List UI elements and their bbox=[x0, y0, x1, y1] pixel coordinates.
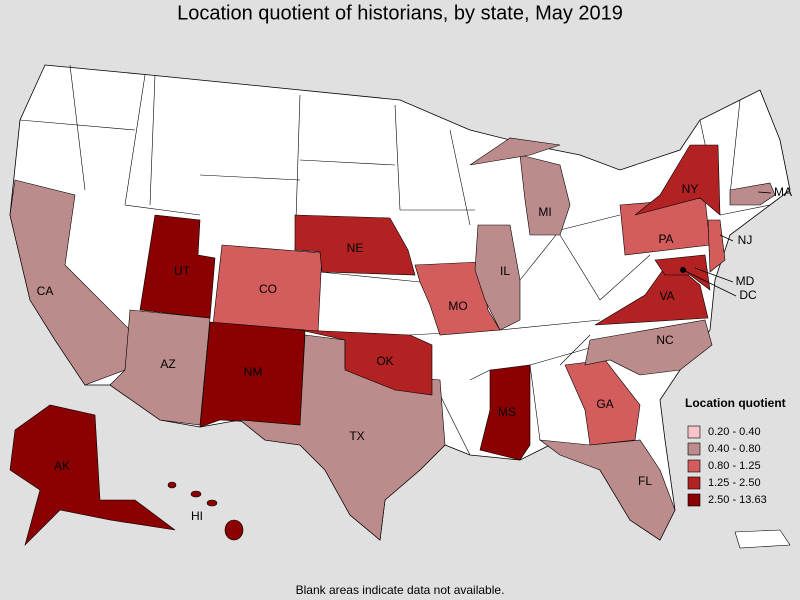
state bbox=[139, 214, 216, 319]
state-label: NJ bbox=[738, 233, 753, 247]
state bbox=[9, 179, 131, 386]
state bbox=[707, 219, 726, 273]
state-label: VA bbox=[659, 289, 674, 303]
state-label: NC bbox=[656, 333, 674, 347]
legend-swatch bbox=[687, 442, 701, 456]
legend-label: 0.40 - 0.80 bbox=[708, 443, 761, 455]
leader-line bbox=[682, 269, 737, 297]
state bbox=[224, 519, 244, 541]
state-label: NE bbox=[347, 241, 364, 255]
legend-title: Location quotient bbox=[685, 396, 786, 410]
legend-label: 1.25 - 2.50 bbox=[708, 477, 761, 489]
legend-label: 0.20 - 0.40 bbox=[708, 426, 761, 438]
state bbox=[469, 137, 561, 166]
state-label: MO bbox=[448, 299, 467, 313]
state bbox=[206, 499, 218, 507]
map-title: Location quotient of historians, by stat… bbox=[177, 2, 623, 24]
state-label: OK bbox=[376, 354, 393, 368]
state-label: CA bbox=[37, 284, 54, 298]
state bbox=[519, 154, 571, 236]
state-label: FL bbox=[638, 474, 652, 488]
state-label: NM bbox=[244, 365, 263, 379]
state-label: GA bbox=[596, 397, 613, 411]
leader-line bbox=[757, 191, 772, 194]
legend: Location quotient 0.20 - 0.40 0.40 - 0.80… bbox=[685, 396, 786, 507]
state bbox=[538, 439, 676, 541]
state bbox=[190, 490, 202, 498]
state-label: MD bbox=[736, 274, 755, 288]
state bbox=[634, 144, 721, 216]
state bbox=[294, 214, 416, 276]
state bbox=[299, 329, 433, 396]
state-label: MI bbox=[538, 205, 551, 219]
state-label: CO bbox=[259, 282, 277, 296]
state-label: MS bbox=[498, 405, 516, 419]
state bbox=[584, 319, 713, 376]
legend-swatch bbox=[687, 425, 701, 439]
state-label: AK bbox=[54, 459, 70, 473]
state-label: IL bbox=[500, 264, 510, 278]
legend-swatch bbox=[687, 476, 701, 490]
puerto-rico bbox=[734, 529, 791, 549]
state-label: PA bbox=[658, 232, 673, 246]
state-label: MA bbox=[774, 185, 792, 199]
state-label: DC bbox=[739, 288, 757, 302]
footnote: Blank areas indicate data not available. bbox=[296, 583, 505, 597]
state bbox=[9, 404, 176, 547]
legend-swatch bbox=[687, 459, 701, 473]
state-label: NY bbox=[682, 182, 699, 196]
state bbox=[729, 182, 776, 206]
legend-label: 2.50 - 13.63 bbox=[708, 494, 767, 506]
leader-line bbox=[719, 234, 734, 242]
state-label: HI bbox=[191, 509, 203, 523]
leader-line bbox=[694, 267, 734, 283]
state-label: TX bbox=[349, 429, 364, 443]
legend-label: 0.80 - 1.25 bbox=[708, 460, 761, 472]
state-label: AZ bbox=[160, 357, 175, 371]
state bbox=[474, 224, 521, 331]
state-label: UT bbox=[174, 264, 191, 278]
state bbox=[479, 364, 531, 461]
legend-swatch bbox=[687, 493, 701, 507]
state bbox=[167, 481, 177, 489]
